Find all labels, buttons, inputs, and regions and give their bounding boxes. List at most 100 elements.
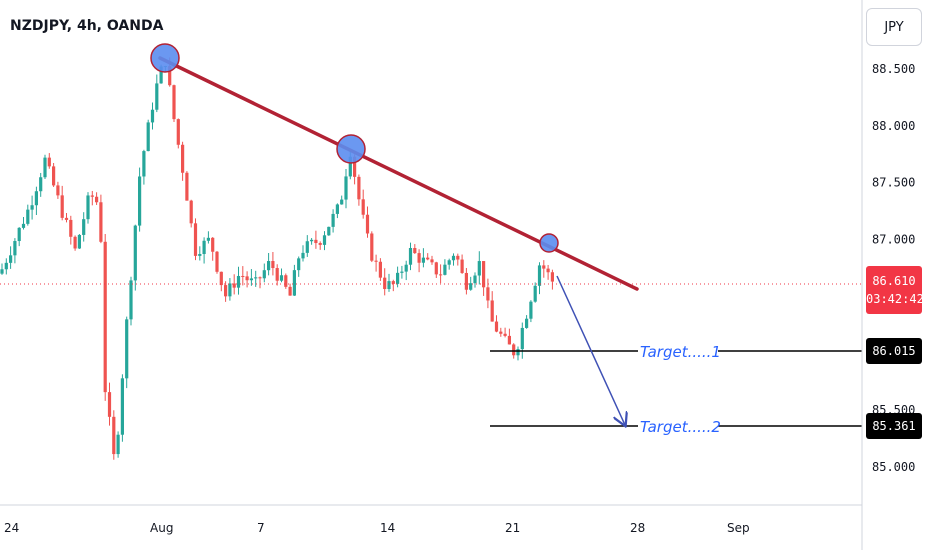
candle-body — [288, 286, 292, 296]
target1-price-tag: 86.015 — [866, 338, 922, 364]
candle-body — [426, 257, 430, 260]
chart-title: NZDJPY, 4h, OANDA — [10, 18, 164, 34]
candle-body — [279, 275, 284, 281]
candle-body — [331, 213, 335, 227]
candle-body — [473, 275, 477, 284]
candle-body — [90, 195, 94, 197]
candles-layer — [0, 57, 554, 460]
candle-body — [211, 237, 215, 252]
candle-body — [383, 277, 387, 290]
x-tick-label: 24 — [4, 521, 19, 535]
touch-point-2 — [336, 134, 366, 164]
candle-body — [21, 223, 26, 228]
candle-body — [262, 270, 266, 279]
candle-body — [138, 176, 142, 226]
candle-body — [120, 378, 124, 435]
candle-body — [537, 265, 542, 286]
candle-body — [69, 219, 73, 237]
x-tick-label: Sep — [727, 521, 750, 535]
candle-body — [215, 251, 219, 272]
candle-body — [400, 271, 404, 273]
candle-body — [236, 275, 241, 288]
candle-body — [73, 236, 77, 249]
candle-body — [185, 172, 189, 201]
candle-body — [499, 331, 503, 334]
candle-body — [168, 66, 172, 86]
candle-body — [460, 259, 464, 273]
candle-body — [9, 255, 13, 263]
candle-body — [82, 219, 86, 235]
candle-body — [34, 191, 38, 206]
candle-body — [378, 261, 382, 278]
candle-body — [245, 276, 249, 281]
candle-body — [43, 157, 47, 178]
candle-body — [26, 209, 30, 224]
candle-body — [4, 262, 8, 270]
candle-body — [258, 277, 262, 279]
candle-body — [56, 185, 60, 196]
candle-body — [155, 83, 159, 110]
target1-label-bg — [638, 340, 718, 362]
candle-body — [322, 235, 327, 245]
candle-body — [47, 157, 51, 167]
candle-body — [310, 239, 314, 242]
candle-body — [297, 258, 301, 271]
candle-body — [305, 241, 309, 253]
x-tick-label: 28 — [630, 521, 645, 535]
candle-body — [340, 199, 344, 205]
candle-body — [271, 261, 275, 269]
candle-body — [206, 237, 210, 241]
candle-body — [357, 176, 361, 200]
candle-body — [193, 223, 198, 256]
candle-body — [228, 283, 232, 297]
candle-body — [469, 283, 473, 290]
candle-body — [529, 301, 533, 319]
candle-body — [335, 204, 339, 214]
candle-body — [361, 199, 365, 215]
y-tick-label: 87.000 — [872, 233, 915, 247]
candle-body — [241, 275, 245, 277]
candle-body — [64, 217, 69, 220]
candle-body — [533, 285, 537, 302]
candle-body — [60, 195, 64, 218]
y-tick-label: 88.000 — [872, 119, 915, 133]
candle-body — [353, 156, 357, 177]
currency-button[interactable]: JPY — [866, 8, 922, 46]
candle-body — [284, 275, 288, 287]
candle-body — [254, 277, 258, 279]
candle-body — [494, 321, 499, 332]
candle-body — [318, 243, 322, 245]
candle-body — [456, 255, 460, 260]
candle-body — [176, 119, 180, 145]
candle-body — [482, 261, 486, 288]
countdown-timer: 03:42:42 — [866, 292, 924, 306]
x-tick-label: 7 — [257, 521, 265, 535]
candle-body — [490, 300, 494, 322]
candle-body — [542, 265, 546, 269]
candle-body — [107, 392, 112, 417]
candle-body — [116, 434, 120, 455]
candle-body — [189, 200, 193, 224]
y-tick-label: 85.000 — [872, 460, 915, 474]
candle-body — [507, 335, 511, 345]
candle-body — [150, 109, 155, 123]
candle-body — [146, 122, 150, 152]
candle-body — [30, 205, 34, 210]
candle-body — [103, 241, 107, 393]
current-price-value: 86.610 — [872, 274, 916, 288]
candle-body — [451, 255, 456, 261]
y-tick-label: 87.500 — [872, 176, 915, 190]
candle-body — [512, 344, 516, 356]
candle-body — [95, 196, 99, 203]
candle-body — [404, 264, 408, 272]
target2-label: Target.....2 — [640, 418, 721, 436]
candle-body — [486, 287, 490, 301]
candle-body — [52, 166, 56, 186]
candle-body — [516, 349, 520, 356]
candle-body — [391, 281, 395, 284]
candle-body — [408, 248, 413, 265]
candle-body — [112, 416, 116, 455]
candle-body — [477, 261, 481, 276]
candle-body — [125, 319, 129, 379]
